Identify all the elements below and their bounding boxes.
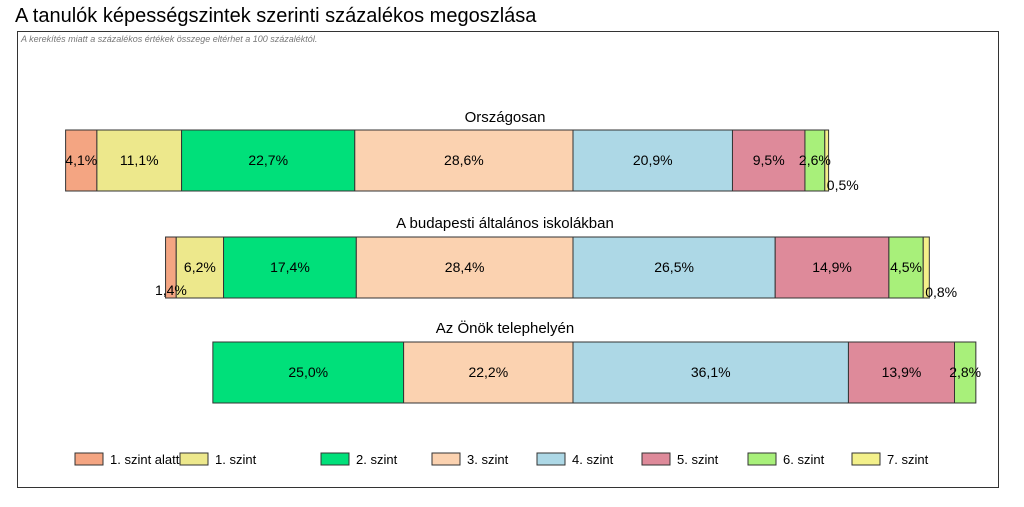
group-3-segment-3 <box>212 341 405 404</box>
group-3-title: Az Önök telephelyén <box>436 319 574 337</box>
group-2-label-3: 17,4% <box>270 259 310 275</box>
legend-swatch-7 <box>747 452 777 466</box>
group-2-segment-4 <box>355 236 574 299</box>
legend-label-1: 1. szint alatti <box>110 452 182 467</box>
group-3-segment-4 <box>403 341 574 404</box>
group-2-label-4: 28,4% <box>445 259 485 275</box>
group-1-segment-1 <box>65 129 98 192</box>
group-2-label-6: 14,9% <box>812 259 852 275</box>
group-3-label-7: 2,8% <box>949 364 981 380</box>
group-1-segment-3 <box>181 129 356 192</box>
group-2-segment-2 <box>175 236 225 299</box>
legend-swatch-6 <box>641 452 671 466</box>
group-3-segment-5 <box>572 341 849 404</box>
group-2-title: A budapesti általános iskolákban <box>396 215 614 232</box>
group-2-segment-3 <box>223 236 357 299</box>
group-1-label-2: 11,1% <box>120 152 159 168</box>
page-title: A tanulók képességszintek szerinti száza… <box>15 5 537 27</box>
group-2-segment-7 <box>888 236 924 299</box>
group-3-label-6: 13,9% <box>882 364 922 380</box>
group-3-segment-7 <box>954 341 977 404</box>
group-2-segment-6 <box>774 236 890 299</box>
group-2-label-8: 0,8% <box>925 284 957 300</box>
group-2-segment-5 <box>572 236 776 299</box>
group-3-label-3: 25,0% <box>288 364 328 380</box>
group-1-segment-5 <box>572 129 733 192</box>
group-2-segment-8 <box>922 236 930 299</box>
legend-swatch-2 <box>179 452 209 466</box>
legend-label-6: 5. szint <box>677 452 719 467</box>
legend-label-5: 4. szint <box>572 452 614 467</box>
rounding-note: A kerekítés miatt a százalékos értékek ö… <box>21 34 318 44</box>
group-2-label-7: 4,5% <box>890 259 922 275</box>
chart-frame <box>17 31 999 488</box>
group-2-label-2: 6,2% <box>184 259 216 275</box>
legend-label-3: 2. szint <box>356 452 398 467</box>
legend-swatch-4 <box>431 452 461 466</box>
legend-label-8: 7. szint <box>887 452 929 467</box>
legend-label-7: 6. szint <box>783 452 825 467</box>
legend-label-4: 3. szint <box>467 452 509 467</box>
legend-swatch-1 <box>74 452 104 466</box>
group-1-label-1: 4,1% <box>65 152 97 168</box>
group-1-segment-8 <box>824 129 830 192</box>
group-1-segment-6 <box>731 129 806 192</box>
legend-swatch-5 <box>536 452 566 466</box>
group-1-label-5: 20,9% <box>633 152 673 168</box>
group-1-label-3: 22,7% <box>248 152 288 168</box>
group-1-segment-4 <box>354 129 574 192</box>
legend-swatch-8 <box>851 452 881 466</box>
group-3-label-5: 36,1% <box>691 364 731 380</box>
group-1-label-6: 9,5% <box>753 152 785 168</box>
group-2-label-5: 26,5% <box>654 259 694 275</box>
group-3-label-4: 22,2% <box>468 364 508 380</box>
group-3-segment-6 <box>847 341 955 404</box>
legend-swatch-3 <box>320 452 350 466</box>
group-1-label-7: 2,6% <box>799 152 831 168</box>
group-2-label-1: 1,4% <box>155 282 187 298</box>
group-1-label-4: 28,6% <box>444 152 484 168</box>
group-1-title: Országosan <box>465 109 546 126</box>
group-1-label-8: 0,5% <box>827 177 859 193</box>
legend-label-2: 1. szint <box>215 452 257 467</box>
